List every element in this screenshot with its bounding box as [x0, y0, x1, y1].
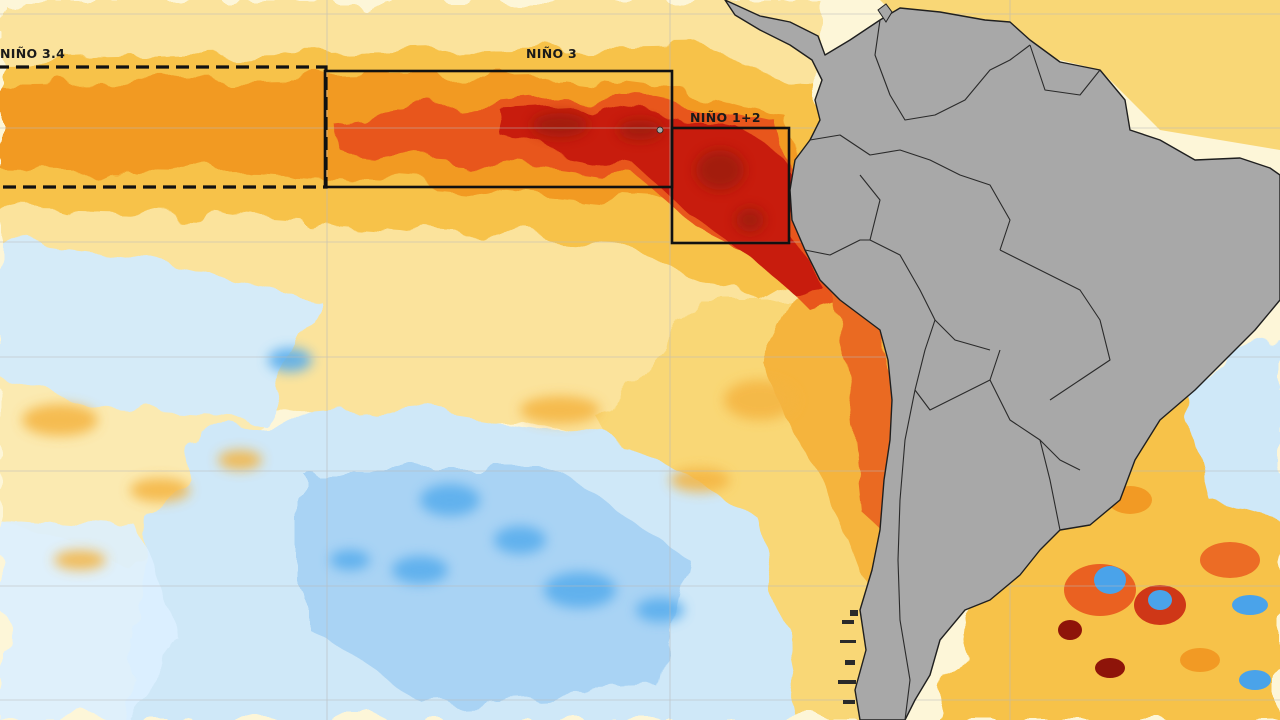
nino-3-4-label: NIÑO 3.4: [0, 46, 65, 61]
atlantic-cool-area: [1180, 340, 1280, 520]
nino-3-label: NIÑO 3: [526, 46, 577, 61]
cool-strong-patches: [268, 348, 684, 622]
nino-1-2-label: NIÑO 1+2: [690, 110, 761, 125]
south-america-land: [656, 0, 1280, 720]
warm-speckles: [22, 380, 796, 570]
cool-light-area-southwest: [0, 520, 180, 720]
warm-max-spots: [532, 113, 764, 232]
nino-regions: NIÑO 3.4 NIÑO 3 NIÑO 1+2: [0, 46, 791, 245]
atlantic-warm-area: [940, 360, 1280, 720]
island-dot: [656, 126, 664, 134]
fjord-coast: [838, 610, 858, 704]
atlantic-eddies: [1058, 486, 1271, 690]
cool-mid-area: [300, 470, 690, 700]
country-borders: [804, 19, 1111, 720]
caribbean-islands: [877, 3, 893, 23]
cool-light-area: [0, 240, 320, 420]
warm-strong-coastal-strip: [830, 290, 900, 540]
nino-1-2-box: [670, 126, 791, 245]
